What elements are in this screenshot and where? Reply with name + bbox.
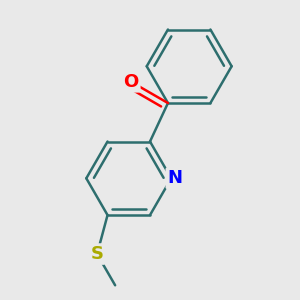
Text: N: N bbox=[167, 169, 182, 187]
Text: O: O bbox=[124, 73, 139, 91]
Text: S: S bbox=[91, 245, 103, 263]
